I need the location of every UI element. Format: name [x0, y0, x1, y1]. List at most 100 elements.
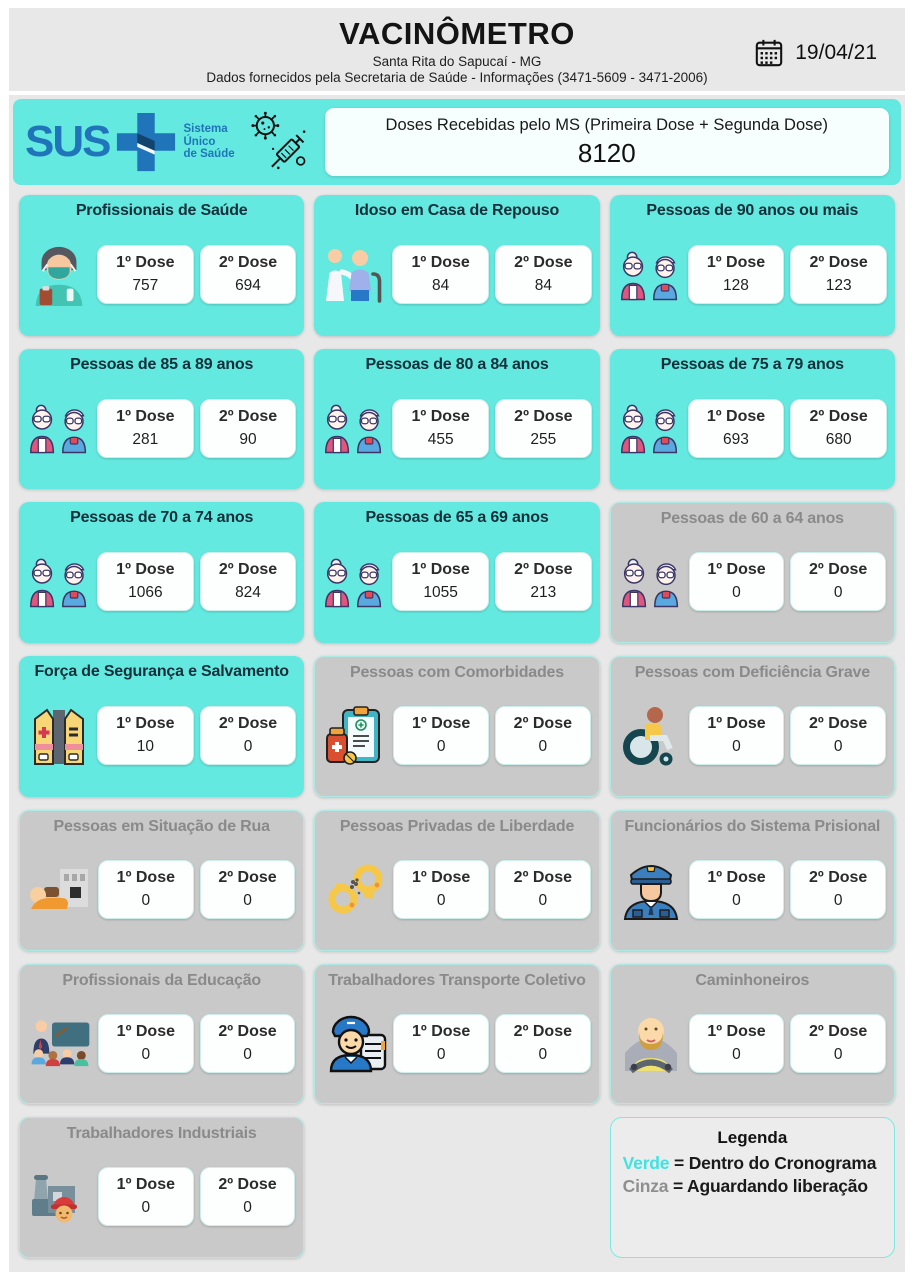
- card-title: Pessoas de 70 a 74 anos: [70, 509, 254, 527]
- card-title: Pessoas de 85 a 89 anos: [70, 355, 254, 373]
- dose1-label: 1º Dose: [706, 407, 766, 425]
- dose2-box: 2º Dose 255: [495, 398, 592, 458]
- dose2-label: 2º Dose: [218, 1022, 277, 1040]
- card-title: Funcionários do Sistema Prisional: [624, 817, 881, 835]
- dose2-label: 2º Dose: [513, 715, 572, 733]
- dose1-label: 1º Dose: [707, 715, 766, 733]
- card-title: Força de Segurança e Salvamento: [34, 663, 289, 681]
- dose2-box: 2º Dose 824: [199, 552, 297, 612]
- nurse-icon: [27, 244, 91, 306]
- header: VACINÔMETRO Santa Rita do Sapucaí - MG D…: [9, 8, 905, 95]
- sus-subtext-line: Sistema: [183, 123, 228, 136]
- dose1-value: 0: [732, 1045, 741, 1063]
- dose1-label: 1º Dose: [412, 715, 471, 733]
- card-profissionais-de-saude: Profissionais de Saúde 1º Dose 757 2º Do…: [19, 195, 305, 336]
- dose2-value: 0: [833, 584, 843, 602]
- dose2-box: 2º Dose 0: [790, 1013, 886, 1073]
- dose2-label: 2º Dose: [809, 561, 868, 579]
- date-group: 19/04/21: [754, 38, 877, 68]
- dose2-value: 0: [833, 1045, 843, 1063]
- dose2-value: 824: [235, 584, 261, 602]
- card-90-anos-ou-mais: Pessoas de 90 anos ou mais 1º Dose 128 2…: [609, 195, 895, 336]
- dose1-box: 1º Dose 0: [393, 1013, 489, 1073]
- dose2-box: 2º Dose 0: [790, 552, 886, 612]
- city-subtitle: Santa Rita do Sapucaí - MG: [372, 54, 542, 69]
- police-officer-icon: [619, 858, 683, 920]
- dose2-value: 0: [538, 891, 548, 909]
- dose1-box: 1º Dose 0: [688, 706, 785, 766]
- card-title: Pessoas com Comorbidades: [350, 664, 564, 682]
- dose1-value: 84: [432, 277, 450, 295]
- card-idoso-casa-repouso: Idoso em Casa de Repouso 1º Dose 84 2º D…: [314, 195, 600, 336]
- dose1-label: 1º Dose: [116, 1176, 175, 1194]
- card-title: Pessoas de 75 a 79 anos: [660, 355, 844, 373]
- sus-logo-text: SUS: [25, 117, 111, 166]
- dose2-label: 2º Dose: [513, 1022, 572, 1040]
- dose1-label: 1º Dose: [707, 868, 766, 886]
- card-title: Profissionais da Educação: [62, 971, 261, 989]
- card-forca-seguranca-salvamento: Força de Segurança e Salvamento 1º Dose …: [19, 656, 305, 797]
- elderly-couple-icon: [618, 397, 682, 459]
- doses-received-label: Doses Recebidas pelo MS (Primeira Dose +…: [385, 116, 829, 134]
- dose1-box: 1º Dose 0: [98, 859, 194, 919]
- dose2-label: 2º Dose: [514, 407, 573, 425]
- dose2-box: 2º Dose 0: [790, 706, 886, 766]
- card-profissionais-educacao: Profissionais da Educação 1º Dose 0 2º D…: [19, 963, 305, 1105]
- legend-title: Legenda: [717, 1128, 788, 1148]
- wheelchair-icon: [619, 705, 683, 767]
- dose1-value: 693: [723, 430, 749, 448]
- dose1-label: 1º Dose: [411, 561, 470, 579]
- dose1-value: 757: [132, 277, 159, 295]
- dose2-value: 213: [530, 584, 557, 602]
- dose1-value: 1055: [423, 584, 458, 602]
- dose2-label: 2º Dose: [513, 868, 572, 886]
- dose2-label: 2º Dose: [218, 1176, 277, 1194]
- card-title: Profissionais de Saúde: [75, 202, 248, 219]
- dose1-box: 1º Dose 10: [97, 706, 194, 766]
- dose1-value: 281: [132, 430, 159, 448]
- dose2-label: 2º Dose: [809, 1022, 868, 1040]
- dose1-label: 1º Dose: [707, 561, 766, 579]
- dose2-box: 2º Dose 213: [495, 552, 592, 612]
- dose2-label: 2º Dose: [809, 407, 868, 425]
- homeless-person-icon: [28, 858, 92, 920]
- dose2-label: 2º Dose: [218, 868, 277, 886]
- card-65-a-69-anos: Pessoas de 65 a 69 anos 1º Dose 1055 2º …: [314, 502, 600, 644]
- dose2-box: 2º Dose 0: [199, 859, 296, 919]
- dose1-box: 1º Dose 128: [687, 245, 785, 305]
- dose2-value: 680: [825, 430, 852, 448]
- sus-logo: SUS Sistema Único de Saúde: [25, 111, 235, 173]
- elderly-couple-icon: [322, 397, 386, 459]
- dose1-label: 1º Dose: [116, 254, 175, 272]
- dose1-value: 0: [732, 738, 741, 756]
- dose2-value: 0: [538, 738, 548, 756]
- card-title: Trabalhadores Transporte Coletivo: [328, 971, 586, 989]
- card-transporte-coletivo: Trabalhadores Transporte Coletivo 1º Dos…: [314, 963, 600, 1105]
- card-title: Caminhoneiros: [695, 971, 810, 989]
- dose1-box: 1º Dose 455: [392, 398, 489, 458]
- dose1-label: 1º Dose: [412, 868, 471, 886]
- card-title: Pessoas com Deficiência Grave: [634, 664, 870, 682]
- dose2-value: 0: [243, 1199, 252, 1217]
- dose2-box: 2º Dose 90: [199, 398, 297, 458]
- dose1-label: 1º Dose: [411, 254, 470, 272]
- elderly-couple-icon: [618, 244, 682, 306]
- dose1-label: 1º Dose: [116, 561, 175, 579]
- dose1-box: 1º Dose 84: [392, 245, 489, 305]
- legend-meaning-verde: = Dentro do Cronograma: [674, 1153, 877, 1174]
- dose2-value: 0: [243, 738, 253, 756]
- dose1-value: 0: [141, 1045, 151, 1063]
- card-75-a-79-anos: Pessoas de 75 a 79 anos 1º Dose 693 2º D…: [609, 348, 895, 490]
- dose1-label: 1º Dose: [116, 868, 175, 886]
- card-title: Pessoas de 90 anos ou mais: [646, 202, 859, 219]
- card-title: Pessoas de 80 a 84 anos: [365, 355, 549, 373]
- sus-banner: SUS Sistema Único de Saúde Doses Recebid…: [13, 99, 901, 185]
- dose2-box: 2º Dose 680: [790, 398, 887, 458]
- dose2-value: 0: [538, 1045, 548, 1063]
- dose2-value: 694: [235, 277, 261, 295]
- dose1-box: 1º Dose 0: [688, 552, 785, 612]
- dose1-box: 1º Dose 0: [98, 1167, 194, 1227]
- legend-box: Legenda Verde = Dentro do Cronograma Cin…: [609, 1117, 895, 1258]
- dose2-label: 2º Dose: [218, 715, 278, 733]
